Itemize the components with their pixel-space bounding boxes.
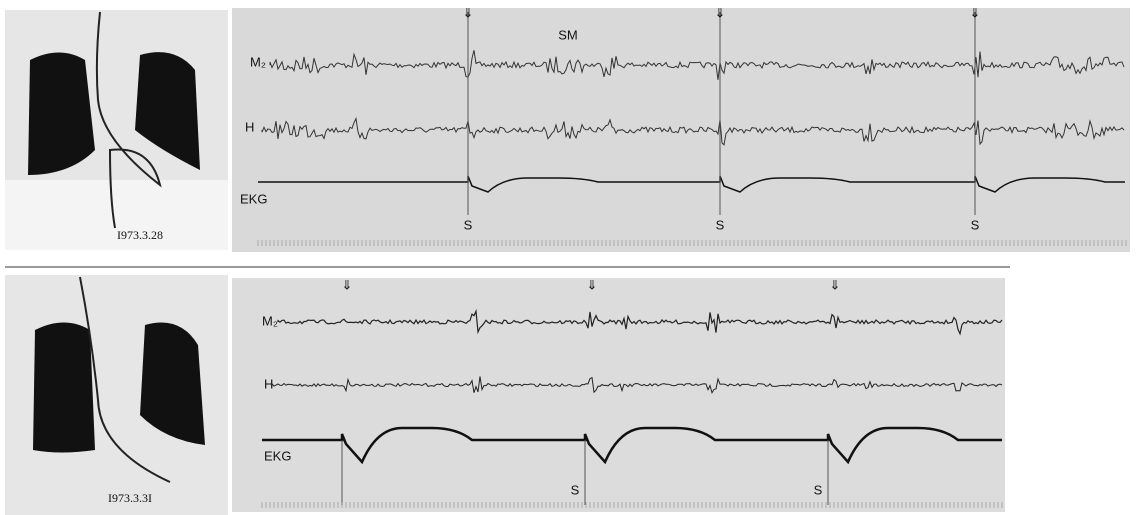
h-trace (261, 116, 1125, 146)
s-marker: S (716, 217, 725, 232)
arrow: ⇓ (970, 5, 981, 20)
sm-label: SM (558, 27, 578, 42)
arrow: ⇓ (587, 277, 598, 292)
xray-bottom: I973.3.3I (5, 275, 228, 515)
h-label: H (245, 119, 254, 134)
s-marker: S (464, 217, 473, 232)
h-trace (271, 376, 1003, 394)
m2-label: M₂ (262, 313, 278, 328)
xray-date: I973.3.28 (117, 228, 163, 242)
ekg-trace (262, 426, 1002, 465)
trace-panel-bottom (232, 278, 1005, 512)
arrow: ⇓ (830, 277, 841, 292)
s-marker: S (571, 482, 580, 497)
h-label: H (264, 376, 273, 391)
arrow: ⇓ (715, 5, 726, 20)
s-marker: S (814, 482, 823, 497)
arrow: ⇓ (342, 277, 353, 292)
ekg-label: EKG (264, 448, 291, 463)
m2-label: M₂ (250, 54, 266, 69)
ekg-trace (258, 175, 1125, 193)
xray-date: I973.3.3I (108, 491, 152, 505)
arrow: ⇓ (463, 5, 474, 20)
xray-top: I973.3.28 (5, 10, 228, 250)
trace-panel-top (232, 8, 1130, 252)
m2-trace (269, 50, 1125, 80)
ekg-label: EKG (240, 191, 267, 206)
m2-trace (277, 308, 1003, 336)
s-marker: S (971, 217, 980, 232)
